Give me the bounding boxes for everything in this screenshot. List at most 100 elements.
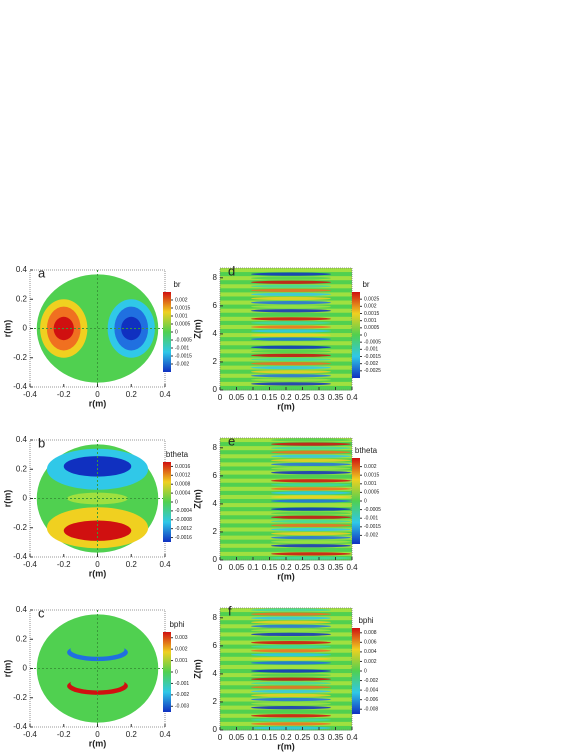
- x-tick-label: 0.25: [295, 733, 311, 742]
- x-tick-label: 0.15: [262, 733, 278, 742]
- x-tick-label: -0.2: [57, 730, 71, 739]
- contour-fill: [251, 689, 331, 693]
- y-tick-label: 0: [23, 494, 28, 503]
- x-tick-label: -0.4: [23, 390, 37, 399]
- x-tick-label: 0.1: [247, 393, 259, 402]
- colorbar-tick-label: 0.0012: [175, 473, 191, 479]
- contour-fill: [271, 519, 351, 523]
- contour-fill: [271, 511, 351, 515]
- colorbar-tick-label: 0.0016: [175, 464, 191, 470]
- colorbar-title: btheta: [166, 450, 189, 459]
- colorbar-tick-label: 0.006: [364, 640, 377, 646]
- contour-fill: [251, 657, 331, 661]
- x-tick-label: -0.4: [23, 560, 37, 569]
- colorbar-tick-label: 0.0015: [364, 473, 380, 479]
- colorbar-tick-label: -0.0005: [364, 339, 381, 345]
- contour-fill: [251, 673, 331, 677]
- contour-fill: [251, 341, 331, 345]
- colorbar-tick-label: -0.0016: [175, 535, 192, 541]
- colorbar: [163, 462, 171, 542]
- contour-fill: [251, 628, 331, 632]
- y-tick-label: -0.4: [13, 552, 27, 561]
- contour-fill: [251, 300, 331, 305]
- colorbar-tick-label: -0.001: [364, 347, 378, 353]
- contour-fill: [251, 616, 331, 620]
- contour-fill: [251, 305, 331, 309]
- x-tick-label: 0.2: [280, 563, 292, 572]
- x-tick-label: 0.35: [328, 393, 344, 402]
- panel-label: d: [228, 263, 235, 278]
- colorbar-tick-label: 0.003: [175, 635, 188, 641]
- panel-label: f: [228, 603, 232, 618]
- contour-fill: [271, 483, 351, 487]
- contour-fill: [271, 442, 351, 446]
- x-tick-label: 0.4: [346, 733, 358, 742]
- contour-fill: [251, 632, 331, 637]
- x-tick-label: 0.35: [328, 563, 344, 572]
- contour-fill: [271, 515, 351, 519]
- x-tick-label: -0.2: [57, 390, 71, 399]
- colorbar-tick-label: 0.002: [364, 304, 377, 310]
- contour-fill: [251, 706, 331, 710]
- colorbar-tick-label: 0.0015: [364, 311, 380, 317]
- colorbar-tick-label: -0.002: [175, 361, 189, 367]
- contour-fill: [271, 491, 351, 495]
- colorbar-title: btheta: [355, 446, 378, 455]
- x-tick-label: 0.2: [126, 560, 138, 569]
- x-tick-label: 0.25: [295, 393, 311, 402]
- colorbar-title: bphi: [169, 620, 184, 629]
- contour-fill: [271, 446, 351, 450]
- colorbar-tick-label: 0.0025: [364, 296, 380, 302]
- colorbar-tick-label: -0.0015: [364, 524, 381, 530]
- y-tick-label: 2: [213, 357, 218, 366]
- colorbar-tick-label: -0.003: [175, 704, 189, 710]
- contour-fill: [251, 309, 331, 313]
- y-tick-label: -0.4: [13, 382, 27, 391]
- contour-fill: [251, 353, 331, 358]
- y-tick-label: 0: [213, 555, 218, 564]
- contour-fill: [251, 280, 331, 284]
- contour-fill: [251, 714, 331, 718]
- contour-fill: [251, 693, 331, 698]
- contour-fill: [251, 665, 331, 669]
- contour-fill: [251, 677, 331, 681]
- colorbar-tick-label: 0.0005: [364, 490, 380, 496]
- contour-fill: [271, 450, 351, 454]
- y-tick-label: 0: [213, 725, 218, 734]
- x-tick-label: 0.4: [159, 730, 171, 739]
- x-tick-label: 0.4: [346, 393, 358, 402]
- contour-fill: [251, 337, 331, 341]
- contour-fill: [251, 333, 331, 337]
- colorbar-tick-label: -0.001: [175, 681, 189, 687]
- y-tick-label: 4: [213, 669, 218, 678]
- x-tick-label: 0: [218, 733, 223, 742]
- colorbar: [163, 632, 171, 712]
- contour-fill: [63, 520, 132, 541]
- colorbar-title: bphi: [358, 616, 373, 625]
- y-axis-label: Z(m): [192, 489, 202, 509]
- panel-label: e: [228, 433, 235, 448]
- contour-fill: [251, 268, 331, 272]
- colorbar-tick-label: 0: [175, 669, 178, 675]
- contour-fill: [271, 552, 351, 556]
- contour-fill: [251, 313, 331, 317]
- contour-fill: [271, 479, 351, 483]
- contour-fill: [271, 523, 351, 528]
- x-tick-label: 0.4: [159, 560, 171, 569]
- contour-fill: [271, 487, 351, 491]
- colorbar-tick-label: 0: [364, 332, 367, 338]
- contour-fill: [251, 661, 331, 665]
- contour-fill: [271, 470, 351, 475]
- x-tick-label: 0.1: [247, 733, 259, 742]
- x-tick-label: 0.2: [126, 730, 138, 739]
- contour-fill: [251, 374, 331, 378]
- y-tick-label: 0: [23, 324, 28, 333]
- contour-fill: [251, 292, 331, 297]
- contour-fill: [271, 527, 351, 532]
- contour-fill: [63, 456, 132, 477]
- contour-fill: [251, 276, 331, 280]
- colorbar-tick-label: -0.006: [364, 697, 378, 703]
- colorbar-tick-label: 0.001: [175, 658, 188, 664]
- panel-label: a: [38, 265, 46, 280]
